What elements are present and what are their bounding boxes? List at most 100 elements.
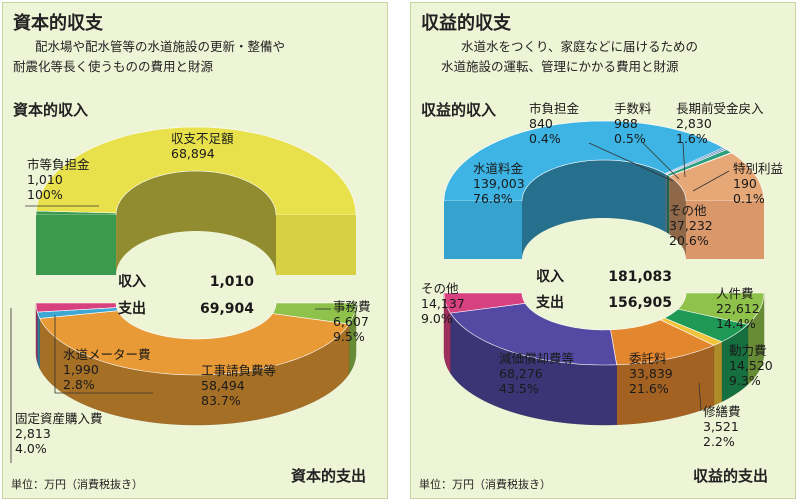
data-label-line: 手数料 <box>614 101 652 116</box>
data-label-line: 事務費 <box>333 299 371 314</box>
data-label-line: 委託料 <box>629 351 667 366</box>
left-end-face <box>444 201 522 259</box>
data-label-line: 43.5% <box>499 381 539 396</box>
slice-inner-wall <box>665 173 666 233</box>
data-label-line: 市等負担金 <box>27 157 90 172</box>
revenue-expense-label: 収益的支出 <box>693 467 769 485</box>
panel-description: 水道水をつくり、家庭などに届けるための 水道施設の運転、管理にかかる費用と財源 <box>421 37 787 77</box>
data-label-line: その他 <box>421 281 459 296</box>
leader-line <box>642 142 680 180</box>
data-label-line: 14,137 <box>421 296 465 311</box>
left-end-face <box>36 215 116 275</box>
data-label-line: 139,003 <box>473 176 525 191</box>
data-label-line: 58,494 <box>201 378 245 393</box>
unit-note: 単位：万円（消費税抜き） <box>419 478 551 491</box>
data-label: 長期前受金戻入 2,830 1.6% <box>676 101 764 146</box>
data-label-line: 33,839 <box>629 366 673 381</box>
data-label-line: 9.0% <box>421 311 453 326</box>
data-label-line: 0.4% <box>529 131 561 146</box>
data-label-line: 市負担金 <box>529 101 580 116</box>
data-label-line: 2.2% <box>703 434 735 449</box>
description-line-2: 耐震化等長く使うものの費用と財源 <box>13 59 214 74</box>
data-label-line: 2.8% <box>63 377 95 392</box>
slice-side <box>713 341 722 406</box>
data-label-line: 6,607 <box>333 314 369 329</box>
data-label-line: 工事請負費等 <box>201 363 276 378</box>
slice-inner-wall <box>669 176 686 259</box>
revenue-balance-chart: 市負担金 840 0.4% 手数料 988 0.5% 長期前受金戻入 2,830 1.6% 水道料… <box>421 101 783 449</box>
data-label-line: 22,612 <box>716 301 760 316</box>
data-label: 固定資産購入費 2,813 4.0% <box>15 411 103 456</box>
data-label-line: 2,813 <box>15 426 51 441</box>
capital-income-label: 資本的収入 <box>13 101 89 119</box>
data-label-line: 4.0% <box>15 441 47 456</box>
center-expense-value: 156,905 <box>608 295 672 311</box>
data-label-line: 14.4% <box>716 316 756 331</box>
center-income-value: 181,083 <box>608 269 672 285</box>
data-label-line: 83.7% <box>201 393 241 408</box>
data-label-line: 修繕費 <box>703 404 741 419</box>
data-label-line: 100% <box>27 187 63 202</box>
leader-line <box>682 142 686 178</box>
data-label: 特別利益 190 0.1% <box>733 161 783 206</box>
description-line-2: 水道施設の運転、管理にかかる費用と財源 <box>441 59 679 74</box>
center-income-label: 収入 <box>536 268 564 285</box>
right-end-face <box>686 201 764 259</box>
data-label-line: 9.3% <box>729 373 761 388</box>
data-label-line: 特別利益 <box>733 161 783 176</box>
data-label: 事務費 6,607 9.5% <box>333 299 371 344</box>
data-label: 委託料 33,839 21.6% <box>629 351 673 396</box>
data-label: 修繕費 3,521 2.2% <box>703 404 741 449</box>
revenue-expense-donut <box>443 292 765 426</box>
data-label-line: 水道メーター費 <box>63 347 151 362</box>
panel-title: 収益的収支 <box>421 13 511 34</box>
center-expense-value: 69,904 <box>200 301 254 317</box>
leader-line <box>692 170 730 192</box>
panel-description: 配水場や配水管等の水道施設の更新・整備や 耐震化等長く使うものの費用と財源 <box>13 37 379 77</box>
data-label-line: その他 <box>669 203 707 218</box>
data-label-line: 14,520 <box>729 358 773 373</box>
data-label-line: 37,232 <box>669 218 713 233</box>
description-line-1: 配水場や配水管等の水道施設の更新・整備や <box>35 39 286 54</box>
data-label: 水道メーター費 1,990 2.8% <box>63 347 151 392</box>
data-label: 市等負担金 1,010 100% <box>27 157 90 202</box>
right-end-face <box>276 215 356 275</box>
data-label: 人件費 22,612 14.4% <box>716 286 760 331</box>
center-income-label: 収入 <box>118 273 146 290</box>
data-label-line: 1.6% <box>676 131 708 146</box>
slice-inner-wall <box>522 160 666 259</box>
slice-side <box>37 312 40 369</box>
data-label: その他 37,232 20.6% <box>669 203 713 248</box>
panel-title: 資本的収支 <box>13 13 103 34</box>
data-label-line: 人件費 <box>716 286 754 301</box>
capital-expense-donut <box>35 302 357 426</box>
data-label-line: 68,276 <box>499 366 543 381</box>
data-label: 減価償却費等 68,276 43.5% <box>499 351 574 396</box>
capital-income-donut <box>35 126 357 275</box>
leader-line <box>54 315 153 394</box>
data-label-line: 20.6% <box>669 233 709 248</box>
center-income-value: 1,010 <box>210 274 255 290</box>
data-label-line: 動力費 <box>729 343 767 358</box>
data-label: その他 14,137 9.0% <box>421 281 465 326</box>
data-label-line: 1,990 <box>63 362 99 377</box>
leader-line <box>588 142 674 182</box>
capital-balance-panel: 資本的収支 配水場や配水管等の水道施設の更新・整備や 耐震化等長く使うものの費用… <box>2 2 388 499</box>
revenue-income-label: 収益的収入 <box>421 101 497 119</box>
data-label-line: 0.1% <box>733 191 765 206</box>
data-label-line: 21.6% <box>629 381 669 396</box>
data-label: 手数料 988 0.5% <box>614 101 652 146</box>
data-label-line: 収支不足額 <box>171 131 234 146</box>
data-label: 工事請負費等 58,494 83.7% <box>201 363 276 408</box>
data-label-line: 減価償却費等 <box>499 351 574 366</box>
data-label-line: 1,010 <box>27 172 63 187</box>
data-label-line: 2,830 <box>676 116 712 131</box>
data-label: 水道料金 139,003 76.8% <box>473 161 525 206</box>
data-label-line: 3,521 <box>703 419 739 434</box>
data-label-line: 190 <box>733 176 757 191</box>
data-label-line: 長期前受金戻入 <box>676 101 764 116</box>
description-line-1: 水道水をつくり、家庭などに届けるための <box>461 39 699 54</box>
data-label: 動力費 14,520 9.3% <box>729 343 773 388</box>
data-label-line: 水道料金 <box>473 161 524 176</box>
